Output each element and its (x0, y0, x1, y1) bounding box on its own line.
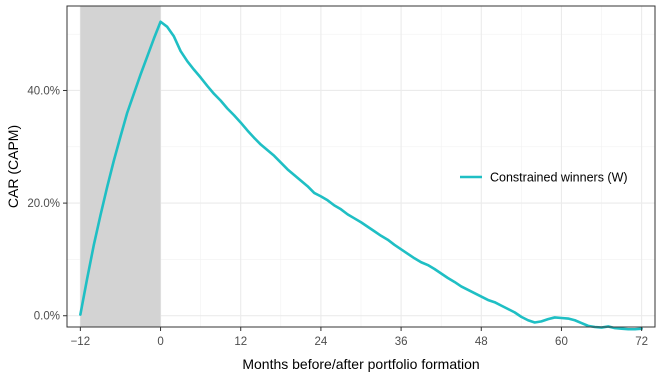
legend-label-constrained-winners: Constrained winners (W) (490, 171, 628, 185)
x-tick-label: −12 (71, 336, 91, 348)
y-axis-title: CAR (CAPM) (5, 125, 21, 208)
panel-border (66, 5, 656, 328)
y-tick-label: 40.0% (27, 85, 60, 97)
y-tick-label: 20.0% (27, 198, 60, 210)
x-tick-label: 24 (315, 336, 328, 348)
y-tick-label: 0.0% (34, 311, 60, 323)
x-tick-label: 48 (475, 336, 488, 348)
legend: Constrained winners (W) (460, 171, 628, 185)
x-tick-label: 36 (395, 336, 408, 348)
x-tick-label: 72 (635, 336, 648, 348)
series-line-constrained-winners (79, 20, 643, 331)
x-tick-label: 0 (157, 336, 163, 348)
x-axis-title: Months before/after portfolio formation (242, 356, 479, 372)
x-tick-label: 12 (234, 336, 247, 348)
x-tick-label: 60 (555, 336, 568, 348)
